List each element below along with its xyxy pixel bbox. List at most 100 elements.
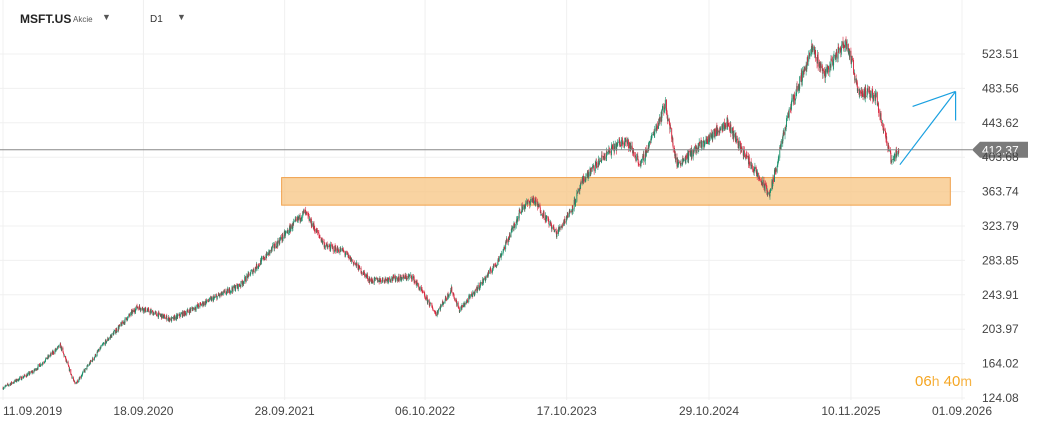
candle-body — [239, 284, 240, 286]
candle-body — [257, 266, 259, 268]
candle-body — [876, 92, 878, 106]
candle-body — [643, 154, 645, 161]
candle-body — [426, 297, 428, 303]
candle-body — [315, 231, 317, 233]
candle-body — [680, 162, 682, 167]
candle-body — [884, 129, 886, 132]
candle-body — [896, 153, 898, 155]
candle-body — [447, 293, 449, 298]
candle-body — [432, 309, 434, 311]
candle-body — [446, 299, 447, 300]
candle-body — [642, 156, 644, 160]
candle-body — [366, 275, 368, 277]
candle-body — [585, 175, 587, 181]
candle-body — [501, 253, 503, 255]
candle-body — [554, 230, 556, 233]
candle-body — [464, 302, 466, 306]
candle-body — [729, 125, 731, 131]
symbol-dropdown-caret-icon[interactable]: ▼ — [102, 12, 111, 22]
candle-body — [769, 190, 771, 193]
candle-body — [118, 324, 120, 327]
timeframe-label[interactable]: D1 — [150, 14, 163, 25]
candle-body — [795, 98, 797, 101]
candle-body — [469, 294, 471, 298]
candle-body — [616, 144, 618, 146]
candle-body — [423, 292, 425, 294]
candle-body — [624, 141, 626, 144]
candle-body — [556, 232, 558, 237]
candle-body — [661, 108, 663, 111]
trend-arrow-line[interactable] — [899, 91, 957, 166]
candle-body — [394, 275, 396, 281]
candle-body — [622, 142, 624, 145]
candle-body — [581, 180, 583, 184]
candle-body — [71, 374, 72, 376]
candle-body — [714, 129, 716, 136]
candle-body — [306, 212, 308, 213]
support-zone-rect[interactable] — [281, 177, 951, 206]
candle-body — [244, 277, 246, 282]
candle-body — [847, 43, 849, 53]
candle-body — [345, 251, 347, 253]
symbol-label[interactable]: MSFT.US — [20, 12, 72, 26]
candle-body — [145, 307, 147, 312]
candle-body — [824, 70, 826, 76]
candle-body — [95, 354, 97, 357]
candle-body — [792, 95, 794, 99]
candle-body — [378, 279, 380, 283]
candle-body — [281, 237, 283, 240]
timeframe-dropdown-caret-icon[interactable]: ▼ — [177, 12, 186, 22]
candle-body — [287, 232, 289, 234]
candle-body — [536, 201, 538, 206]
candle-body — [66, 362, 68, 363]
candle-body — [274, 247, 275, 249]
candle-body — [57, 346, 59, 347]
candle-body — [689, 150, 691, 156]
candle-body — [797, 86, 799, 91]
candle-body — [542, 214, 544, 217]
candle-body — [618, 140, 620, 143]
candle-body — [866, 96, 868, 97]
price-tick-label: 323.79 — [982, 219, 1019, 233]
candle-body — [819, 63, 821, 68]
candle-body — [373, 282, 375, 284]
candle-body — [836, 52, 838, 55]
candle-body — [555, 229, 557, 233]
candle-body — [748, 156, 750, 162]
candle-body — [56, 348, 57, 350]
candle-body — [132, 310, 134, 313]
candle-body — [185, 313, 187, 315]
candle-body — [740, 146, 742, 149]
candle-body — [547, 216, 549, 218]
candle-body — [390, 280, 392, 282]
candle-body — [236, 285, 238, 286]
candle-body — [92, 357, 94, 360]
candle-body — [73, 380, 75, 381]
candle-body — [137, 307, 139, 308]
symbol-type-label: Akcie — [73, 15, 93, 24]
candle-body — [575, 201, 577, 203]
candle-body — [34, 369, 36, 371]
candle-body — [184, 310, 185, 313]
candle-body — [784, 127, 786, 135]
candle-body — [817, 55, 819, 58]
candle-body — [472, 294, 473, 298]
candle-body — [661, 110, 663, 119]
candle-body — [424, 293, 426, 297]
candle-body — [434, 310, 435, 312]
candle-body — [770, 189, 772, 191]
candle-body — [698, 146, 700, 149]
candle-body — [228, 289, 230, 293]
candle-body — [627, 141, 629, 144]
candle-body — [580, 182, 582, 189]
candle-body — [13, 382, 15, 384]
candle-body — [159, 314, 161, 316]
candle-body — [139, 307, 141, 310]
candle-body — [339, 249, 341, 253]
candle-body — [294, 219, 296, 221]
candle-body — [809, 54, 811, 56]
candle-body — [316, 230, 318, 233]
candle-body — [487, 271, 489, 276]
candle-body — [23, 376, 25, 378]
